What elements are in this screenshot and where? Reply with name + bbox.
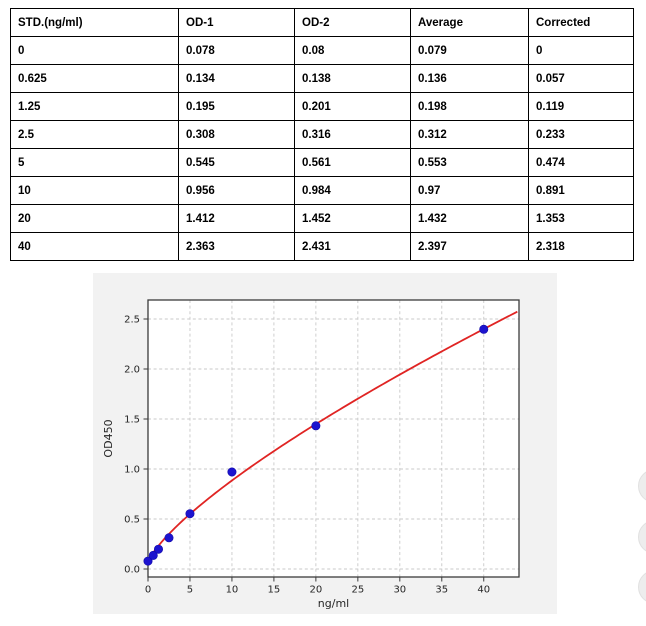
floating-widget-button-2[interactable]: [638, 520, 646, 554]
table-cell: 0.057: [528, 64, 634, 93]
table-cell: 0.08: [294, 36, 411, 65]
table-cell: 40: [10, 232, 179, 261]
table-cell: 0: [10, 36, 179, 65]
table-cell: 1.353: [528, 204, 634, 233]
fit-curve: [147, 310, 518, 564]
table-cell: 0.97: [410, 176, 529, 205]
table-cell: 0.316: [294, 120, 411, 149]
table-cell: 0.984: [294, 176, 411, 205]
standard-curve-figure: 0 5 10 15 20 25 30 35 40 0.0 0.5 1.0 1.5 2.0 2.5 ng/ml O…: [93, 273, 557, 614]
data-point: [311, 421, 321, 431]
data-point: [148, 550, 158, 560]
table-cell: 0.119: [528, 92, 634, 121]
x-tick-label: 30: [393, 585, 406, 596]
table-cell: 10: [10, 176, 179, 205]
table-cell: 0.134: [178, 64, 295, 93]
floating-widget-button-1[interactable]: [638, 469, 646, 503]
table-cell: 1.432: [410, 204, 529, 233]
table-cell: 0.136: [410, 64, 529, 93]
y-tick-label: 0.0: [124, 565, 140, 576]
table-cell: 0.956: [178, 176, 295, 205]
standard-curve-chart: 0 5 10 15 20 25 30 35 40 0.0 0.5 1.0 1.5 2.0 2.5 ng/ml O…: [93, 273, 557, 614]
x-tick-label: 15: [268, 585, 281, 596]
x-axis-label: ng/ml: [318, 597, 349, 610]
table-cell: 1.412: [178, 204, 295, 233]
y-tick-label: 1.5: [124, 415, 140, 426]
table-cell: 2.431: [294, 232, 411, 261]
table-cell: 0.138: [294, 64, 411, 93]
table-cell: 2.5: [10, 120, 179, 149]
table-cell: 2.397: [410, 232, 529, 261]
table-header-row: STD.(ng/ml) OD-1 OD-2 Average Corrected: [10, 8, 634, 37]
col-header-od2: OD-2: [294, 8, 411, 37]
col-header-od1: OD-1: [178, 8, 295, 37]
table-cell: 0.474: [528, 148, 634, 177]
table-cell: 2.318: [528, 232, 634, 261]
table-row: 1.25 0.195 0.201 0.198 0.119: [10, 92, 634, 121]
table-cell: 0.891: [528, 176, 634, 205]
x-tick-label: 10: [226, 585, 239, 596]
data-point: [227, 467, 237, 477]
col-header-average: Average: [410, 8, 529, 37]
table-cell: 0.553: [410, 148, 529, 177]
table-cell: 0.561: [294, 148, 411, 177]
y-tick-label: 2.0: [124, 365, 140, 376]
table-cell: 0: [528, 36, 634, 65]
table-row: 0.625 0.134 0.138 0.136 0.057: [10, 64, 634, 93]
table-cell: 2.363: [178, 232, 295, 261]
floating-widget-button-3[interactable]: [638, 570, 646, 604]
table-cell: 0.233: [528, 120, 634, 149]
table-cell: 0.625: [10, 64, 179, 93]
x-tick-label: 20: [310, 585, 323, 596]
table-row: 0 0.078 0.08 0.079 0: [10, 36, 634, 65]
data-point: [479, 324, 489, 334]
table-row: 20 1.412 1.452 1.432 1.353: [10, 204, 634, 233]
x-tick-label: 5: [187, 585, 193, 596]
table-row: 40 2.363 2.431 2.397 2.318: [10, 232, 634, 261]
table-cell: 1.452: [294, 204, 411, 233]
x-tick-label: 40: [477, 585, 490, 596]
table-row: 5 0.545 0.561 0.553 0.474: [10, 148, 634, 177]
standards-table: STD.(ng/ml) OD-1 OD-2 Average Corrected …: [10, 8, 634, 261]
x-tick-label: 0: [145, 585, 151, 596]
table-cell: 1.25: [10, 92, 179, 121]
table-cell: 0.195: [178, 92, 295, 121]
table-cell: 0.312: [410, 120, 529, 149]
col-header-std: STD.(ng/ml): [10, 8, 179, 37]
table-cell: 0.079: [410, 36, 529, 65]
y-tick-label: 0.5: [124, 515, 140, 526]
y-tick-label: 1.0: [124, 465, 140, 476]
data-point: [143, 556, 153, 566]
table-cell: 20: [10, 204, 179, 233]
plot-border: [147, 299, 520, 578]
data-point: [164, 533, 174, 543]
data-point: [185, 509, 195, 519]
table-cell: 0.198: [410, 92, 529, 121]
table-row: 10 0.956 0.984 0.97 0.891: [10, 176, 634, 205]
x-tick-label: 35: [435, 585, 448, 596]
col-header-corrected: Corrected: [528, 8, 634, 37]
table-cell: 0.078: [178, 36, 295, 65]
table-cell: 0.545: [178, 148, 295, 177]
y-axis-label: OD450: [102, 419, 115, 457]
table-cell: 0.201: [294, 92, 411, 121]
table-cell: 5: [10, 148, 179, 177]
y-tick-label: 2.5: [124, 315, 140, 326]
data-point: [153, 544, 163, 554]
table-row: 2.5 0.308 0.316 0.312 0.233: [10, 120, 634, 149]
plot-background: [148, 300, 519, 577]
x-tick-label: 25: [351, 585, 364, 596]
table-cell: 0.308: [178, 120, 295, 149]
